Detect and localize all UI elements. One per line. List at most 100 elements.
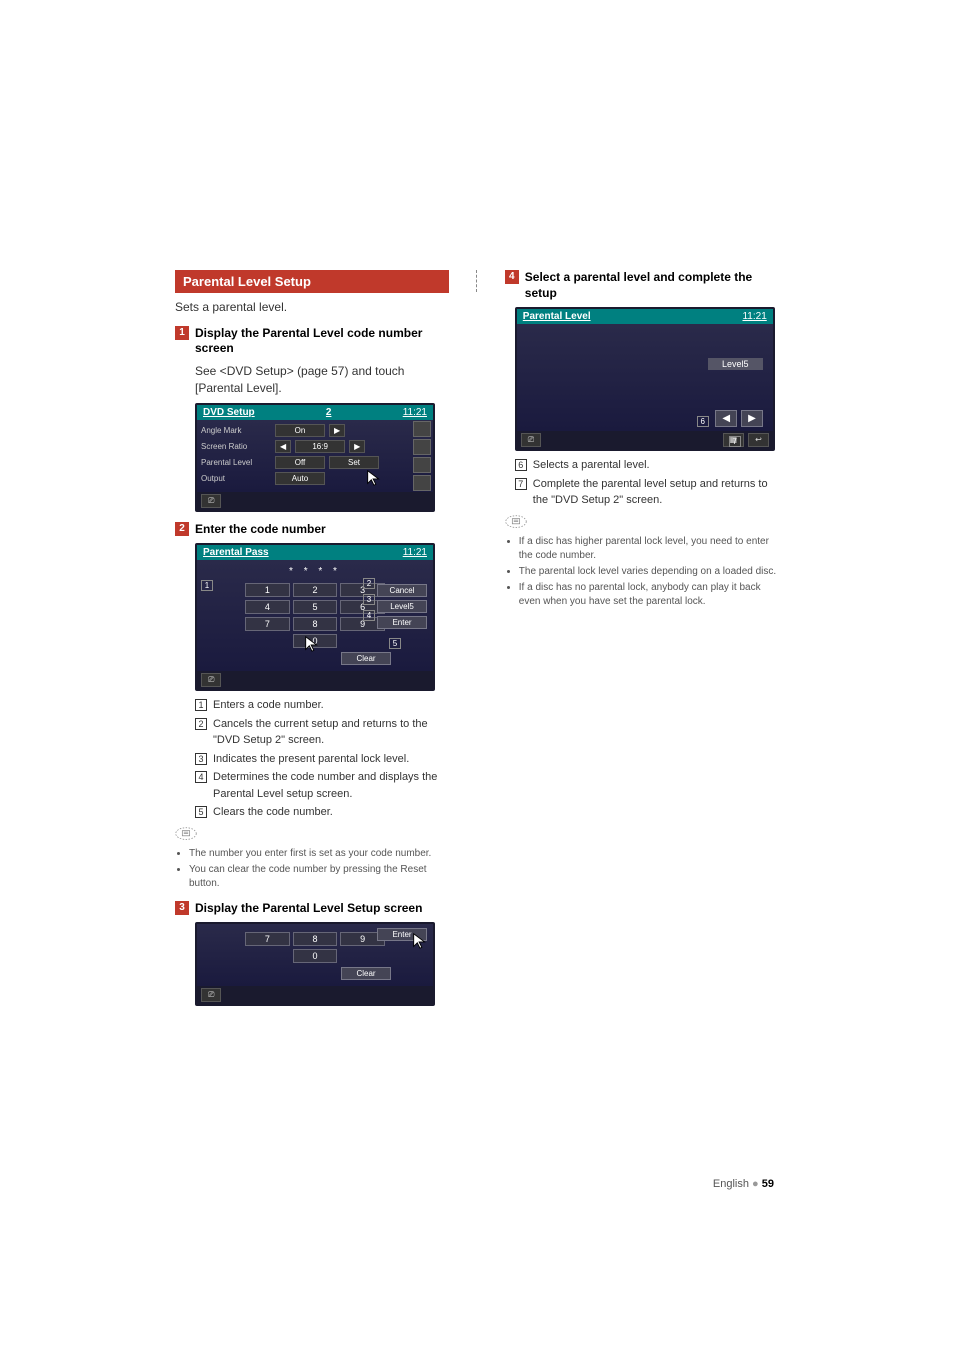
step-4-annotations: 6Selects a parental level. 7Complete the… <box>515 457 779 509</box>
column-divider <box>473 270 481 1012</box>
step-1-body: See <DVD Setup> (page 57) and touch [Par… <box>195 363 449 397</box>
dvd-setup-screenshot: DVD Setup 2 11:21 Angle Mark On ▶ Screen… <box>195 403 435 512</box>
return-button[interactable]: ↩ <box>748 433 769 447</box>
note-text: If a disc has higher parental lock level… <box>519 535 779 563</box>
step-1-num: 1 <box>175 326 189 340</box>
code-display: * * * * <box>201 564 429 579</box>
left-arrow-icon[interactable]: ◀ <box>275 440 291 453</box>
anno-num: 5 <box>195 806 207 818</box>
step-1-title: Display the Parental Level code number s… <box>195 326 449 357</box>
step-3-title: Display the Parental Level Setup screen <box>195 901 422 917</box>
anno-text: Selects a parental level. <box>533 457 650 474</box>
step-2-num: 2 <box>175 522 189 536</box>
level-indicator: Level5 <box>377 600 427 613</box>
step-2: 2 Enter the code number Parental Pass 11… <box>175 522 449 891</box>
anno-num: 3 <box>195 753 207 765</box>
anno-num: 2 <box>195 718 207 730</box>
note-text: The parental lock level varies depending… <box>519 565 779 579</box>
footer-icon[interactable]: ⎚ <box>201 673 221 687</box>
right-arrow-icon[interactable]: ▶ <box>329 424 345 437</box>
clear-button[interactable]: Clear <box>341 652 391 665</box>
parental-level-time: 11:21 <box>742 311 766 322</box>
anno-num: 7 <box>515 478 527 490</box>
key-4[interactable]: 4 <box>245 600 290 614</box>
side-icon[interactable] <box>413 475 431 491</box>
parental-value[interactable]: Off <box>275 456 325 469</box>
footer-lang: English <box>713 1178 749 1190</box>
parental-pass-time: 11:21 <box>403 547 427 558</box>
side-icons <box>413 421 433 491</box>
note-text: The number you enter first is set as you… <box>189 847 449 861</box>
parental-set-button[interactable]: Set <box>329 456 379 469</box>
step-4-notes: If a disc has higher parental lock level… <box>505 535 779 609</box>
parental-pass-title: Parental Pass <box>203 547 269 558</box>
footer-icon[interactable]: ⎚ <box>201 988 221 1002</box>
callout-4: 4 <box>363 610 375 621</box>
parental-pass-screenshot: Parental Pass 11:21 * * * * 1 2 3 4 5 6 … <box>195 543 435 691</box>
key-7[interactable]: 7 <box>245 617 290 631</box>
step-3: 3 Display the Parental Level Setup scree… <box>175 901 449 1007</box>
angle-label: Angle Mark <box>201 426 271 435</box>
dvd-setup-time: 11:21 <box>403 407 427 418</box>
cursor-icon <box>303 635 321 653</box>
anno-text: Indicates the present parental lock leve… <box>213 751 409 768</box>
cancel-button[interactable]: Cancel <box>377 584 427 597</box>
dvd-setup-title: DVD Setup <box>203 407 255 418</box>
step-2-annotations: 1Enters a code number. 2Cancels the curr… <box>195 697 449 821</box>
key-2[interactable]: 2 <box>293 583 338 597</box>
level-value: Level5 <box>708 358 763 370</box>
key-1[interactable]: 1 <box>245 583 290 597</box>
anno-text: Determines the code number and displays … <box>213 769 449 802</box>
anno-text: Cancels the current setup and returns to… <box>213 716 449 749</box>
ratio-value[interactable]: 16:9 <box>295 440 345 453</box>
callout-1: 1 <box>201 580 213 591</box>
page-footer: English ● 59 <box>713 1178 774 1190</box>
left-arrow-button[interactable]: ◀ <box>715 410 737 427</box>
step-2-title: Enter the code number <box>195 522 326 538</box>
ratio-label: Screen Ratio <box>201 442 271 451</box>
step-4-num: 4 <box>505 270 519 284</box>
side-icon[interactable] <box>413 457 431 473</box>
step-4: 4 Select a parental level and complete t… <box>505 270 779 609</box>
right-arrow-icon[interactable]: ▶ <box>349 440 365 453</box>
parental-level-screenshot: Parental Level 11:21 Level5 ◀ ▶ 6 ⎚ ▦ ↩ <box>515 307 775 451</box>
footer-icon[interactable]: ⎚ <box>201 494 221 508</box>
note-icon <box>505 515 527 531</box>
left-column: Parental Level Setup Sets a parental lev… <box>175 270 449 1012</box>
right-column: 4 Select a parental level and complete t… <box>505 270 779 1012</box>
anno-num: 6 <box>515 459 527 471</box>
side-icon[interactable] <box>413 421 431 437</box>
callout-7: 7 <box>729 436 741 447</box>
anno-num: 1 <box>195 699 207 711</box>
dvd-setup-page: 2 <box>326 407 332 418</box>
parental-label: Parental Level <box>201 458 271 467</box>
enter-button[interactable]: Enter <box>377 616 427 629</box>
key-8[interactable]: 8 <box>293 617 338 631</box>
key-0[interactable]: 0 <box>293 949 338 963</box>
anno-num: 4 <box>195 771 207 783</box>
small-keypad-screenshot: 7 8 9 0 Enter Clear ⎚ <box>195 922 435 1006</box>
output-label: Output <box>201 474 271 483</box>
note-text: If a disc has no parental lock, anybody … <box>519 581 779 609</box>
clear-button[interactable]: Clear <box>341 967 391 980</box>
key-8[interactable]: 8 <box>293 932 338 946</box>
angle-value[interactable]: On <box>275 424 325 437</box>
callout-5: 5 <box>389 638 401 649</box>
right-arrow-button[interactable]: ▶ <box>741 410 763 427</box>
anno-text: Clears the code number. <box>213 804 333 821</box>
footer-icon[interactable]: ⎚ <box>521 433 541 447</box>
callout-3: 3 <box>363 594 375 605</box>
cursor-icon <box>365 469 383 487</box>
section-header: Parental Level Setup <box>175 270 449 293</box>
side-icon[interactable] <box>413 439 431 455</box>
key-7[interactable]: 7 <box>245 932 290 946</box>
parental-level-title: Parental Level <box>523 311 591 322</box>
step-2-notes: The number you enter first is set as you… <box>175 847 449 891</box>
cursor-icon <box>411 932 429 950</box>
footer-page: 59 <box>762 1178 774 1190</box>
note-text: You can clear the code number by pressin… <box>189 863 449 891</box>
step-1: 1 Display the Parental Level code number… <box>175 326 449 512</box>
intro-text: Sets a parental level. <box>175 299 449 316</box>
key-5[interactable]: 5 <box>293 600 338 614</box>
output-value[interactable]: Auto <box>275 472 325 485</box>
